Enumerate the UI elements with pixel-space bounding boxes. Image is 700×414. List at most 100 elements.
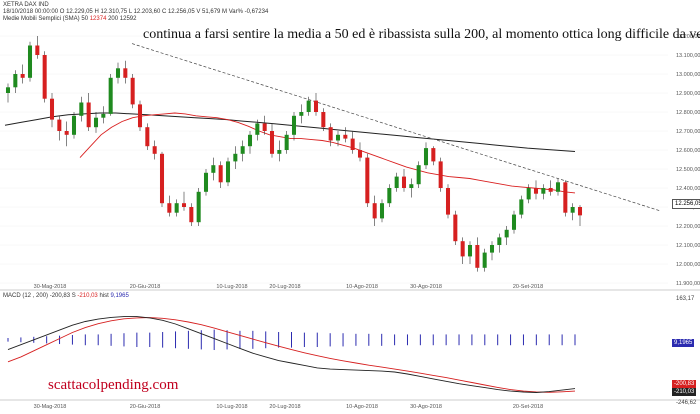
candle-body [467, 245, 473, 257]
chart-annotation: continua a farsi sentire la media a 50 e… [143, 27, 700, 42]
x-tick-label: 10-Lug-2018 [216, 404, 247, 410]
candle-body [548, 188, 553, 192]
candle-body [284, 134, 289, 150]
candle-body [541, 188, 546, 194]
candle-body [211, 165, 216, 173]
price-ytick-label: 12.500,00 [676, 167, 700, 173]
candle-body [409, 184, 414, 188]
candle-body [115, 68, 121, 78]
candle-body [174, 203, 179, 213]
macd-name: MACD [3, 293, 21, 299]
candle-body [71, 115, 77, 135]
candle-body [372, 203, 377, 219]
candle-body [504, 229, 509, 238]
x-tick-label: 20-Lug-2018 [269, 284, 300, 290]
candle-body [20, 74, 25, 78]
ma-path [4, 112, 576, 152]
candle-body [181, 203, 187, 207]
candle-body [203, 172, 209, 192]
candle-body [497, 237, 502, 245]
candle-body [379, 203, 385, 219]
candle-body [49, 98, 55, 120]
ma200-label: 200 [108, 16, 119, 22]
candle-body [313, 100, 319, 112]
candle-body [137, 104, 143, 128]
candle-body [233, 153, 238, 162]
candle-body [64, 131, 69, 135]
candle-body [423, 148, 429, 166]
candle-body [13, 74, 18, 88]
price-ytick-label: 12.700,00 [676, 129, 700, 135]
candle-body [482, 252, 487, 268]
macd-params: (12 , 200) [22, 293, 49, 299]
macd-line [7, 317, 576, 393]
candle-body [401, 176, 407, 188]
candle-body [93, 117, 99, 128]
candle-body [130, 77, 135, 105]
x-tick-label: 30-Mag-2018 [34, 284, 67, 290]
macd-panel [7, 316, 576, 393]
macd-line [7, 316, 576, 393]
candle-body [357, 150, 363, 158]
bar-volume: V 51,679 M [196, 9, 228, 15]
candle-body [167, 203, 172, 213]
candle-body [57, 119, 62, 131]
bar-varpct: Var% -0,67234 [228, 9, 269, 15]
candle-body [159, 153, 165, 204]
bar-low: L 12.203,60 [128, 9, 161, 15]
candle-body [189, 207, 194, 223]
candle-body [431, 148, 436, 162]
ma-path [79, 112, 576, 194]
candle-body [555, 182, 561, 192]
price-ytick-label: 11.900,00 [676, 281, 700, 287]
trend-line-path [131, 43, 661, 212]
price-ytick-label: 12.200,00 [676, 224, 700, 230]
candle-body [526, 188, 531, 200]
candle-body [240, 146, 245, 154]
ohlc-bar: 18/10/2018 00:00:00 O 12.229,05 H 12.310… [3, 9, 268, 15]
signal-value-tag: -210,03 [672, 388, 697, 396]
candle-body [291, 115, 297, 135]
x-tick-label: 20-Set-2018 [513, 404, 543, 410]
candle-body [519, 199, 524, 215]
macd-ytick-top: 163,17 [676, 296, 695, 302]
candle-body [460, 241, 465, 257]
watermark: scattacolpending.com [48, 377, 179, 393]
candle-body [262, 123, 267, 131]
candle-body [5, 87, 11, 93]
candle-body [387, 188, 392, 204]
candle-body [563, 182, 568, 213]
ma-legend-label: Medie Mobili Semplici (SMA) [3, 16, 80, 22]
price-ytick-label: 12.100,00 [676, 243, 700, 249]
ma50-label: 50 [81, 16, 89, 22]
candle-body [145, 127, 150, 147]
sma200-line [4, 112, 576, 152]
x-tick-label: 20-Giu-2018 [130, 404, 161, 410]
candle-body [453, 214, 458, 242]
bar-date: 18/10/2018 [3, 9, 34, 15]
candle-body [42, 55, 47, 99]
candle-body [438, 161, 443, 188]
candle-body [218, 165, 223, 183]
x-tick-label: 10-Lug-2018 [216, 284, 247, 290]
candle-body [101, 113, 106, 118]
ma-legend: Medie Mobili Semplici (SMA) 50 12374 200… [3, 16, 136, 22]
bar-open: O 12.229,05 [59, 9, 93, 15]
candle-body [306, 100, 311, 112]
hist-value: 9,1965 [110, 293, 129, 299]
candle-body [343, 134, 348, 139]
candle-body [277, 150, 282, 154]
last-price-tag: 12.256,05 [672, 199, 700, 209]
candle-body [123, 68, 128, 78]
candles [5, 36, 583, 272]
candle-body [108, 77, 113, 114]
candle-body [269, 131, 275, 154]
candle-body [445, 188, 451, 215]
candle-body [27, 45, 33, 78]
trend-line [131, 43, 661, 212]
candle-body [79, 102, 84, 116]
price-ytick-label: 13.200,00 [676, 34, 700, 40]
x-tick-label: 30-Ago-2018 [410, 404, 442, 410]
signal-label: S [71, 293, 76, 299]
x-tick-label: 20-Giu-2018 [130, 284, 161, 290]
